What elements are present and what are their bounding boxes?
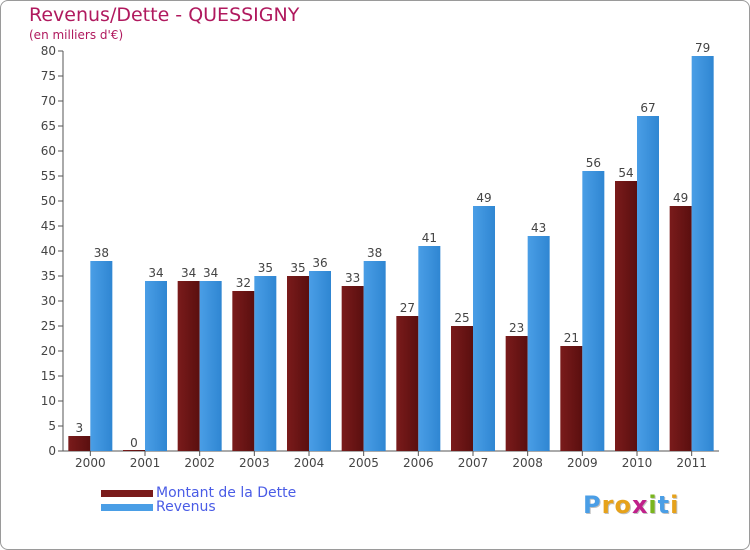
- data-label-dette: 35: [290, 261, 305, 275]
- bar-dette: [396, 316, 419, 451]
- y-tick-label: 25: [41, 319, 56, 333]
- data-label-revenus: 38: [367, 246, 382, 260]
- y-tick-label: 30: [41, 294, 56, 308]
- y-tick-label: 75: [41, 69, 56, 83]
- bar-dette: [123, 450, 145, 451]
- x-tick-label: 2011: [676, 456, 707, 470]
- data-label-revenus: 67: [640, 101, 655, 115]
- bar-revenus: [363, 261, 386, 451]
- y-tick-label: 15: [41, 369, 56, 383]
- y-tick-label: 40: [41, 244, 56, 258]
- x-tick-label: 2009: [567, 456, 598, 470]
- chart-subtitle: (en milliers d'€): [29, 28, 124, 42]
- y-tick-label: 70: [41, 94, 56, 108]
- bar-revenus: [691, 56, 714, 451]
- bar-dette: [560, 346, 583, 451]
- data-label-dette: 54: [618, 166, 633, 180]
- bar-dette: [505, 336, 528, 451]
- y-tick-label: 10: [41, 394, 56, 408]
- x-tick-label: 2008: [512, 456, 543, 470]
- x-tick-label: 2004: [294, 456, 325, 470]
- data-label-revenus: 79: [695, 41, 710, 55]
- bar-revenus: [527, 236, 550, 451]
- bar-dette: [177, 281, 200, 451]
- x-tick-label: 2001: [130, 456, 161, 470]
- data-label-revenus: 56: [586, 156, 601, 170]
- data-label-dette: 23: [509, 321, 524, 335]
- bar-dette: [669, 206, 692, 451]
- data-label-revenus: 49: [476, 191, 491, 205]
- x-tick-label: 2000: [75, 456, 106, 470]
- bar-dette: [615, 181, 637, 451]
- x-tick-label: 2003: [239, 456, 270, 470]
- y-tick-label: 35: [41, 269, 56, 283]
- x-tick-label: 2010: [622, 456, 653, 470]
- bar-revenus: [473, 206, 495, 451]
- x-tick-label: 2007: [458, 456, 489, 470]
- data-label-revenus: 41: [422, 231, 437, 245]
- bar-revenus: [582, 171, 605, 451]
- y-tick-label: 45: [41, 219, 56, 233]
- data-label-dette: 3: [76, 421, 84, 435]
- data-label-revenus: 34: [148, 266, 163, 280]
- chart-title: Revenus/Dette - QUESSIGNY: [29, 4, 300, 26]
- y-tick-label: 5: [48, 419, 56, 433]
- legend-swatch-dette: [101, 490, 153, 497]
- data-label-revenus: 38: [94, 246, 109, 260]
- y-tick-label: 50: [41, 194, 56, 208]
- data-label-dette: 33: [345, 271, 360, 285]
- proxiti-logo: Proxiti: [583, 491, 680, 519]
- data-label-revenus: 35: [258, 261, 273, 275]
- bar-dette: [232, 291, 255, 451]
- bar-revenus: [90, 261, 113, 451]
- data-label-revenus: 43: [531, 221, 546, 235]
- data-label-revenus: 36: [312, 256, 327, 270]
- bar-revenus: [199, 281, 222, 451]
- x-tick-label: 2002: [184, 456, 215, 470]
- data-label-dette: 27: [400, 301, 415, 315]
- bar-revenus: [254, 276, 277, 451]
- bar-revenus: [145, 281, 167, 451]
- bar-revenus: [637, 116, 659, 451]
- legend-label-revenus: Revenus: [156, 499, 216, 515]
- data-label-dette: 0: [130, 436, 138, 450]
- bar-revenus: [309, 271, 331, 451]
- legend-label-dette: Montant de la Dette: [156, 485, 297, 501]
- y-tick-label: 80: [41, 44, 56, 58]
- x-tick-label: 2005: [348, 456, 379, 470]
- y-tick-label: 55: [41, 169, 56, 183]
- data-label-revenus: 34: [203, 266, 218, 280]
- data-label-dette: 25: [454, 311, 469, 325]
- y-tick-label: 0: [48, 444, 56, 458]
- bar-revenus: [418, 246, 441, 451]
- data-label-dette: 21: [564, 331, 579, 345]
- bar-dette: [287, 276, 309, 451]
- bar-dette: [451, 326, 473, 451]
- legend-swatch-revenus: [101, 504, 153, 511]
- data-label-dette: 34: [181, 266, 196, 280]
- data-label-dette: 32: [236, 276, 251, 290]
- y-tick-label: 65: [41, 119, 56, 133]
- data-label-dette: 49: [673, 191, 688, 205]
- y-tick-label: 20: [41, 344, 56, 358]
- x-tick-label: 2006: [403, 456, 434, 470]
- bar-dette: [68, 436, 91, 451]
- y-tick-label: 60: [41, 144, 56, 158]
- bar-dette: [341, 286, 364, 451]
